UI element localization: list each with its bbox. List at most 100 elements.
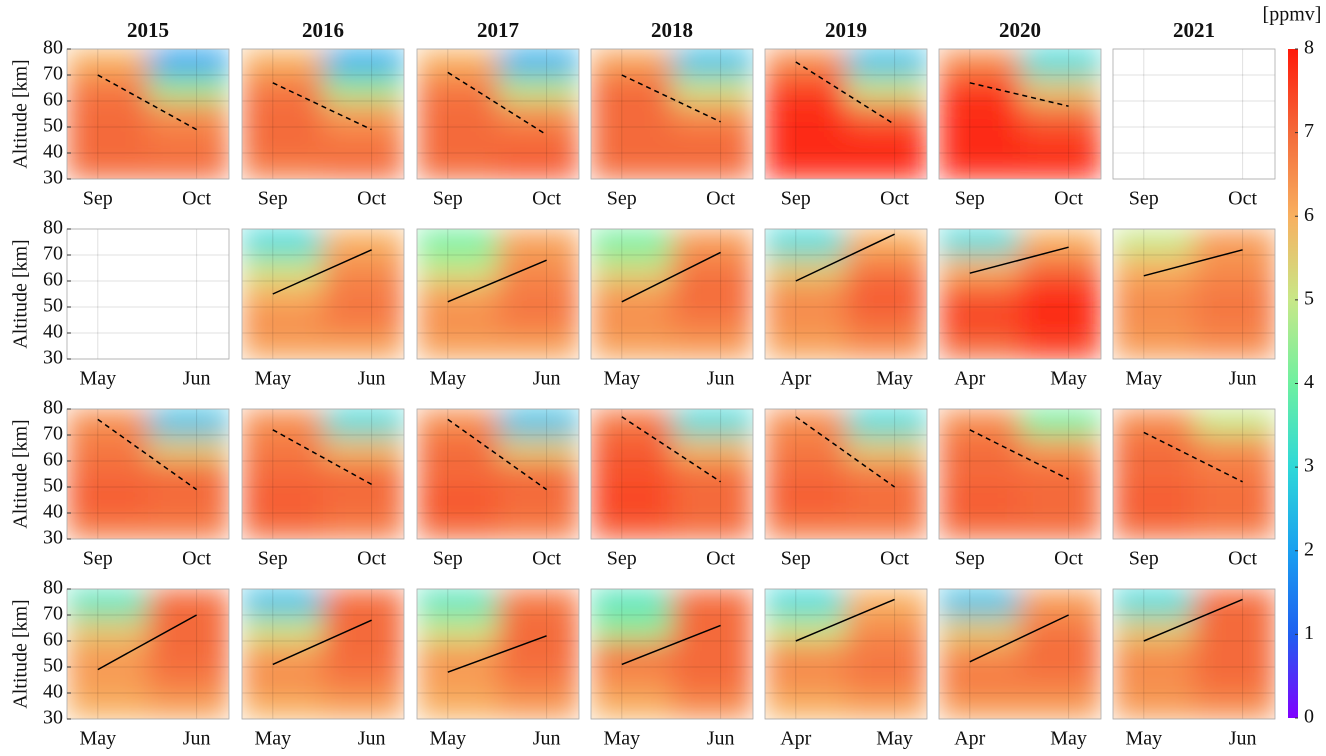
colorbar-tick-label: 4 bbox=[1304, 371, 1314, 393]
contour-cell bbox=[591, 615, 673, 642]
contour-cell bbox=[1194, 435, 1275, 462]
contour-cell bbox=[1194, 333, 1275, 359]
colorbar-tick-label: 0 bbox=[1304, 706, 1314, 728]
contour-cell bbox=[846, 101, 927, 128]
contour-cell bbox=[765, 487, 847, 514]
contour-cell bbox=[417, 127, 499, 154]
trend-line bbox=[447, 418, 548, 491]
contour-cell bbox=[591, 513, 673, 539]
trend-line bbox=[969, 429, 1069, 480]
contour-field bbox=[417, 589, 579, 719]
trend-line bbox=[969, 82, 1069, 107]
panel-frame bbox=[416, 588, 580, 720]
x-tick-label: Apr bbox=[954, 368, 985, 390]
contour-cells bbox=[242, 49, 404, 179]
contour-cell bbox=[323, 513, 404, 539]
contour-cells bbox=[67, 49, 229, 179]
x-tick-label: Oct bbox=[357, 188, 386, 210]
contour-cell bbox=[242, 229, 324, 256]
contour-cell bbox=[1020, 641, 1101, 668]
x-tick-label: Jun bbox=[1229, 368, 1257, 390]
contour-cell bbox=[498, 409, 579, 436]
contour-cell bbox=[672, 255, 753, 282]
panel-frame bbox=[764, 408, 928, 540]
contour-field bbox=[939, 229, 1101, 359]
contour-cell bbox=[672, 101, 753, 128]
contour-cell bbox=[765, 513, 847, 539]
contour-cell bbox=[148, 101, 229, 128]
x-tick-label: Oct bbox=[532, 548, 561, 570]
contour-cell bbox=[846, 693, 927, 719]
contour-cell bbox=[67, 693, 149, 719]
x-tick-label: May bbox=[254, 368, 291, 390]
contour-cell bbox=[765, 49, 847, 76]
contour-cell bbox=[323, 409, 404, 436]
contour-cell bbox=[591, 307, 673, 334]
trend-line bbox=[621, 74, 721, 123]
contour-cell bbox=[148, 409, 229, 436]
contour-cell bbox=[1020, 487, 1101, 514]
contour-cells bbox=[242, 229, 404, 359]
contour-cell bbox=[846, 281, 927, 308]
trend-line bbox=[969, 614, 1069, 663]
contour-cell bbox=[1020, 49, 1101, 76]
contour-cell bbox=[417, 49, 499, 76]
contour-cells bbox=[765, 409, 927, 539]
contour-field bbox=[1113, 409, 1275, 539]
trend-line bbox=[97, 614, 197, 671]
x-tick-label: Apr bbox=[780, 728, 811, 750]
contour-cell bbox=[939, 127, 1021, 154]
y-tick-label: 80 bbox=[43, 37, 63, 59]
colorbar-tick-label: 5 bbox=[1304, 287, 1314, 309]
trend-line bbox=[447, 259, 547, 303]
contour-cell bbox=[1020, 435, 1101, 462]
y-tick-label: 70 bbox=[43, 423, 63, 445]
contour-cell bbox=[591, 641, 673, 668]
contour-field bbox=[242, 229, 404, 359]
x-tick-label: Oct bbox=[880, 188, 909, 210]
panel-frame bbox=[938, 228, 1102, 360]
column-title: 2015 bbox=[127, 18, 169, 42]
contour-cell bbox=[1020, 127, 1101, 154]
y-axis-label: Altitude [km] bbox=[10, 419, 32, 528]
contour-cell bbox=[765, 75, 847, 102]
contour-cell bbox=[765, 127, 847, 154]
colorbar bbox=[1288, 49, 1298, 718]
contour-cell bbox=[323, 667, 404, 694]
colorbar-tick-label: 8 bbox=[1304, 37, 1314, 59]
contour-cells bbox=[417, 409, 579, 539]
y-axis-label: Altitude [km] bbox=[10, 59, 32, 168]
contour-cell bbox=[765, 641, 847, 668]
trend-line bbox=[795, 598, 895, 642]
trend-line bbox=[1143, 249, 1243, 277]
contour-cell bbox=[765, 667, 847, 694]
x-tick-label: Sep bbox=[955, 188, 985, 210]
x-tick-label: Oct bbox=[182, 548, 211, 570]
contour-cell bbox=[672, 589, 753, 616]
contour-cell bbox=[765, 255, 847, 282]
contour-cell bbox=[323, 435, 404, 462]
contour-cell bbox=[498, 693, 579, 719]
x-tick-label: Sep bbox=[258, 548, 288, 570]
y-tick-label: 70 bbox=[43, 603, 63, 625]
contour-cells bbox=[1113, 409, 1275, 539]
y-tick-label: 50 bbox=[43, 115, 63, 137]
trend-line bbox=[272, 249, 372, 295]
contour-cell bbox=[1113, 409, 1195, 436]
contour-cell bbox=[591, 461, 673, 488]
contour-cell bbox=[1020, 589, 1101, 616]
contour-cell bbox=[939, 75, 1021, 102]
contour-cells bbox=[67, 409, 229, 539]
contour-field bbox=[1113, 589, 1275, 719]
trend-line bbox=[272, 619, 372, 666]
y-tick-label: 70 bbox=[43, 63, 63, 85]
contour-cell bbox=[591, 667, 673, 694]
contour-cell bbox=[591, 49, 673, 76]
contour-cell bbox=[242, 667, 324, 694]
x-tick-label: Sep bbox=[258, 188, 288, 210]
contour-cell bbox=[846, 487, 927, 514]
trend-line bbox=[447, 71, 548, 136]
contour-cell bbox=[323, 307, 404, 334]
contour-cell bbox=[417, 641, 499, 668]
contour-cell bbox=[242, 461, 324, 488]
